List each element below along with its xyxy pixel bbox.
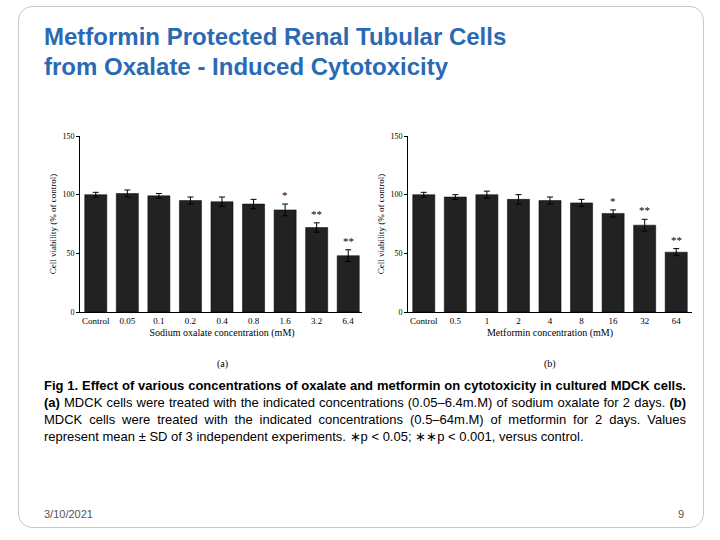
svg-text:Metformin concentration (mM): Metformin concentration (mM) xyxy=(487,327,613,339)
svg-text:*: * xyxy=(282,189,288,201)
html-text:Fig 1. Effect of various conce: Fig 1. Effect of various concentrations … xyxy=(44,378,686,393)
html-text:9: 9 xyxy=(677,508,684,520)
svg-text:1: 1 xyxy=(485,316,490,326)
svg-text:150: 150 xyxy=(390,132,402,141)
svg-text:16: 16 xyxy=(609,316,619,326)
svg-text:**: ** xyxy=(343,235,354,247)
svg-text:Control: Control xyxy=(410,316,438,326)
html-text:3/10/2021: 3/10/2021 xyxy=(44,508,93,520)
svg-text:*: * xyxy=(610,195,616,207)
svg-text:0: 0 xyxy=(70,308,74,317)
html-text:(a) MDCK cells were treated wi: (a) MDCK cells were treated with the ind… xyxy=(44,395,686,410)
svg-text:64: 64 xyxy=(672,316,682,326)
svg-text:Control: Control xyxy=(82,316,110,326)
svg-text:**: ** xyxy=(639,204,650,216)
svg-text:4: 4 xyxy=(548,316,553,326)
svg-text:100: 100 xyxy=(62,190,74,199)
svg-text:6.4: 6.4 xyxy=(343,316,355,326)
svg-text:Sodium oxalate concentration (: Sodium oxalate concentration (mM) xyxy=(149,327,294,339)
svg-text:Cell viability (% of control): Cell viability (% of control) xyxy=(48,174,58,274)
html-text:Metformin Protected Renal Tubu: Metformin Protected Renal Tubular Cells xyxy=(44,23,507,50)
svg-text:8: 8 xyxy=(579,316,584,326)
svg-text:150: 150 xyxy=(62,132,74,141)
svg-text:50: 50 xyxy=(394,249,402,258)
svg-text:**: ** xyxy=(671,234,682,246)
svg-text:0: 0 xyxy=(398,308,402,317)
svg-text:50: 50 xyxy=(66,249,74,258)
svg-text:Cell viability (% of control): Cell viability (% of control) xyxy=(376,174,386,274)
svg-text:0.1: 0.1 xyxy=(153,316,164,326)
svg-text:100: 100 xyxy=(390,190,402,199)
svg-text:(b): (b) xyxy=(544,358,556,370)
svg-text:(a): (a) xyxy=(217,358,228,370)
svg-text:32: 32 xyxy=(640,316,649,326)
svg-text:2: 2 xyxy=(516,316,521,326)
html-text:from Oxalate - Induced Cytotox: from Oxalate - Induced Cytotoxicity xyxy=(44,53,449,80)
svg-text:0.5: 0.5 xyxy=(450,316,462,326)
svg-text:3.2: 3.2 xyxy=(311,316,322,326)
html-text:MDCK cells were treated with t: MDCK cells were treated with the indicat… xyxy=(44,412,686,444)
svg-text:**: ** xyxy=(311,208,322,220)
svg-text:0.05: 0.05 xyxy=(119,316,135,326)
svg-text:0.4: 0.4 xyxy=(216,316,228,326)
svg-text:1.6: 1.6 xyxy=(279,316,291,326)
svg-text:0.8: 0.8 xyxy=(248,316,260,326)
svg-text:0.2: 0.2 xyxy=(185,316,196,326)
